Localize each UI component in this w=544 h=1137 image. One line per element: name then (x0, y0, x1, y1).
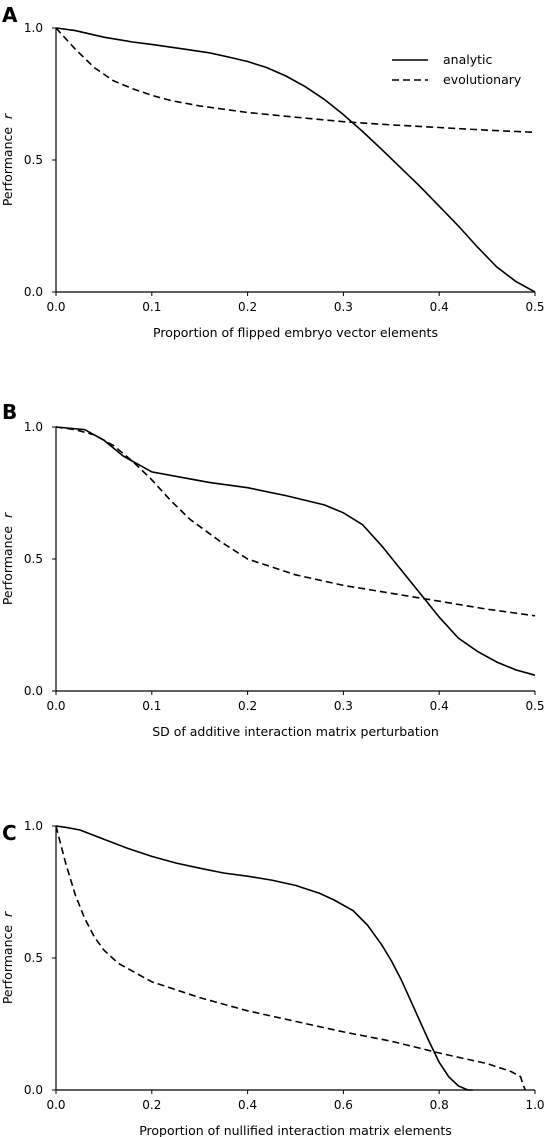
y-tick-label: 0.0 (24, 285, 43, 299)
x-tick-label: 0.4 (430, 699, 449, 713)
x-tick-label: 0.2 (238, 699, 257, 713)
x-tick-label: 0.4 (238, 1098, 257, 1112)
panel-label: B (2, 400, 17, 424)
y-axis-label-text: Performance (0, 127, 15, 207)
x-tick-label: 0.2 (142, 1098, 161, 1112)
x-tick-label: 0.2 (238, 300, 257, 314)
x-tick-label: 0.0 (46, 1098, 65, 1112)
series-line-evolutionary (55, 825, 527, 1091)
y-axis-label-text: Performance (0, 526, 15, 606)
x-tick-label: 0.1 (142, 699, 161, 713)
y-tick-label: 1.0 (24, 819, 43, 833)
y-axis-label-space (0, 119, 15, 127)
y-axis-label: Performance r (0, 911, 15, 1004)
y-axis-label-symbol: r (0, 113, 15, 119)
legend-entry-analytic: analytic (443, 52, 492, 67)
series-line-analytic (55, 27, 536, 293)
y-axis-label-symbol: r (0, 512, 15, 518)
y-tick-label: 0.5 (24, 153, 43, 167)
y-axis-label: Performance r (0, 113, 15, 206)
series-line-analytic (55, 825, 473, 1091)
y-axis-label-space (0, 917, 15, 925)
series-line-evolutionary (55, 426, 536, 617)
panel-label: A (2, 3, 18, 27)
x-tick-label: 0.0 (46, 300, 65, 314)
x-tick-label: 0.4 (430, 300, 449, 314)
x-tick-label: 0.5 (525, 300, 544, 314)
x-tick-label: 0.0 (46, 699, 65, 713)
panel-label: C (2, 821, 17, 845)
y-tick-label: 0.5 (24, 552, 43, 566)
series-line-analytic (55, 426, 536, 676)
y-axis-label-space (0, 518, 15, 526)
y-tick-label: 0.5 (24, 951, 43, 965)
y-axis-label-text: Performance (0, 925, 15, 1005)
y-tick-label: 0.0 (24, 1083, 43, 1097)
chart-panel-a: A 0.0 0.1 0.2 0.3 0.4 0.5 0.0 0.5 1.0 Proportion o… (0, 3, 544, 340)
legend-entry-evolutionary: evolutionary (443, 72, 522, 87)
y-tick-label: 0.0 (24, 684, 43, 698)
x-axis-label: SD of additive interaction matrix pertur… (152, 724, 439, 739)
x-axis-label: Proportion of nullified interaction matr… (139, 1123, 452, 1137)
y-axis-label: Performance r (0, 512, 15, 605)
x-tick-label: 0.1 (142, 300, 161, 314)
x-tick-label: 1.0 (525, 1098, 544, 1112)
chart-panel-c: C 0.0 0.2 0.4 0.6 0.8 1.0 0.0 0.5 1.0 Proportion o… (0, 819, 544, 1137)
x-axis-label: Proportion of flipped embryo vector elem… (153, 325, 438, 340)
chart-panel-b: B 0.0 0.1 0.2 0.3 0.4 0.5 0.0 0.5 1.0 SD of additi… (0, 400, 544, 739)
x-tick-label: 0.3 (334, 699, 353, 713)
x-tick-label: 0.8 (430, 1098, 449, 1112)
x-tick-label: 0.6 (334, 1098, 353, 1112)
y-tick-label: 1.0 (24, 420, 43, 434)
y-axis-label-symbol: r (0, 911, 15, 917)
x-tick-label: 0.5 (525, 699, 544, 713)
x-tick-label: 0.3 (334, 300, 353, 314)
y-tick-label: 1.0 (24, 21, 43, 35)
series-line-evolutionary (55, 27, 536, 134)
